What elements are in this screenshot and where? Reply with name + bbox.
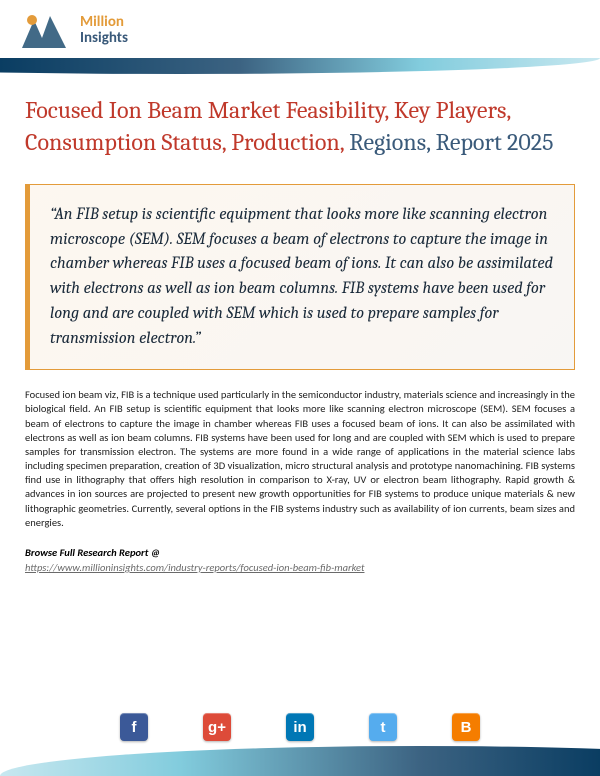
logo-line2: Insights [80,30,128,47]
browse-link[interactable]: https://www.millioninsights.com/industry… [0,561,600,574]
title-part2: Regions, Report 2025 [349,128,553,156]
browse-label: Browse Full Research Report @ [0,530,600,561]
logo-line1: Million [80,14,128,31]
blogger-icon[interactable]: B [452,713,480,741]
logo-text: Million Insights [80,14,128,47]
footer-swoosh [0,746,600,776]
social-row: f g+ in t B [0,713,600,741]
header-swoosh [0,58,600,74]
report-title: Focused Ion Beam Market Feasibility, Key… [0,74,600,174]
facebook-icon[interactable]: f [120,713,148,741]
logo-icon [20,10,70,50]
quote-box: “An FIB setup is scientific equipment th… [25,184,575,371]
googleplus-icon[interactable]: g+ [203,713,231,741]
logo-area: Million Insights [0,0,600,58]
twitter-icon[interactable]: t [369,713,397,741]
linkedin-icon[interactable]: in [286,713,314,741]
body-paragraph: Focused ion beam viz, FIB is a technique… [0,388,600,530]
